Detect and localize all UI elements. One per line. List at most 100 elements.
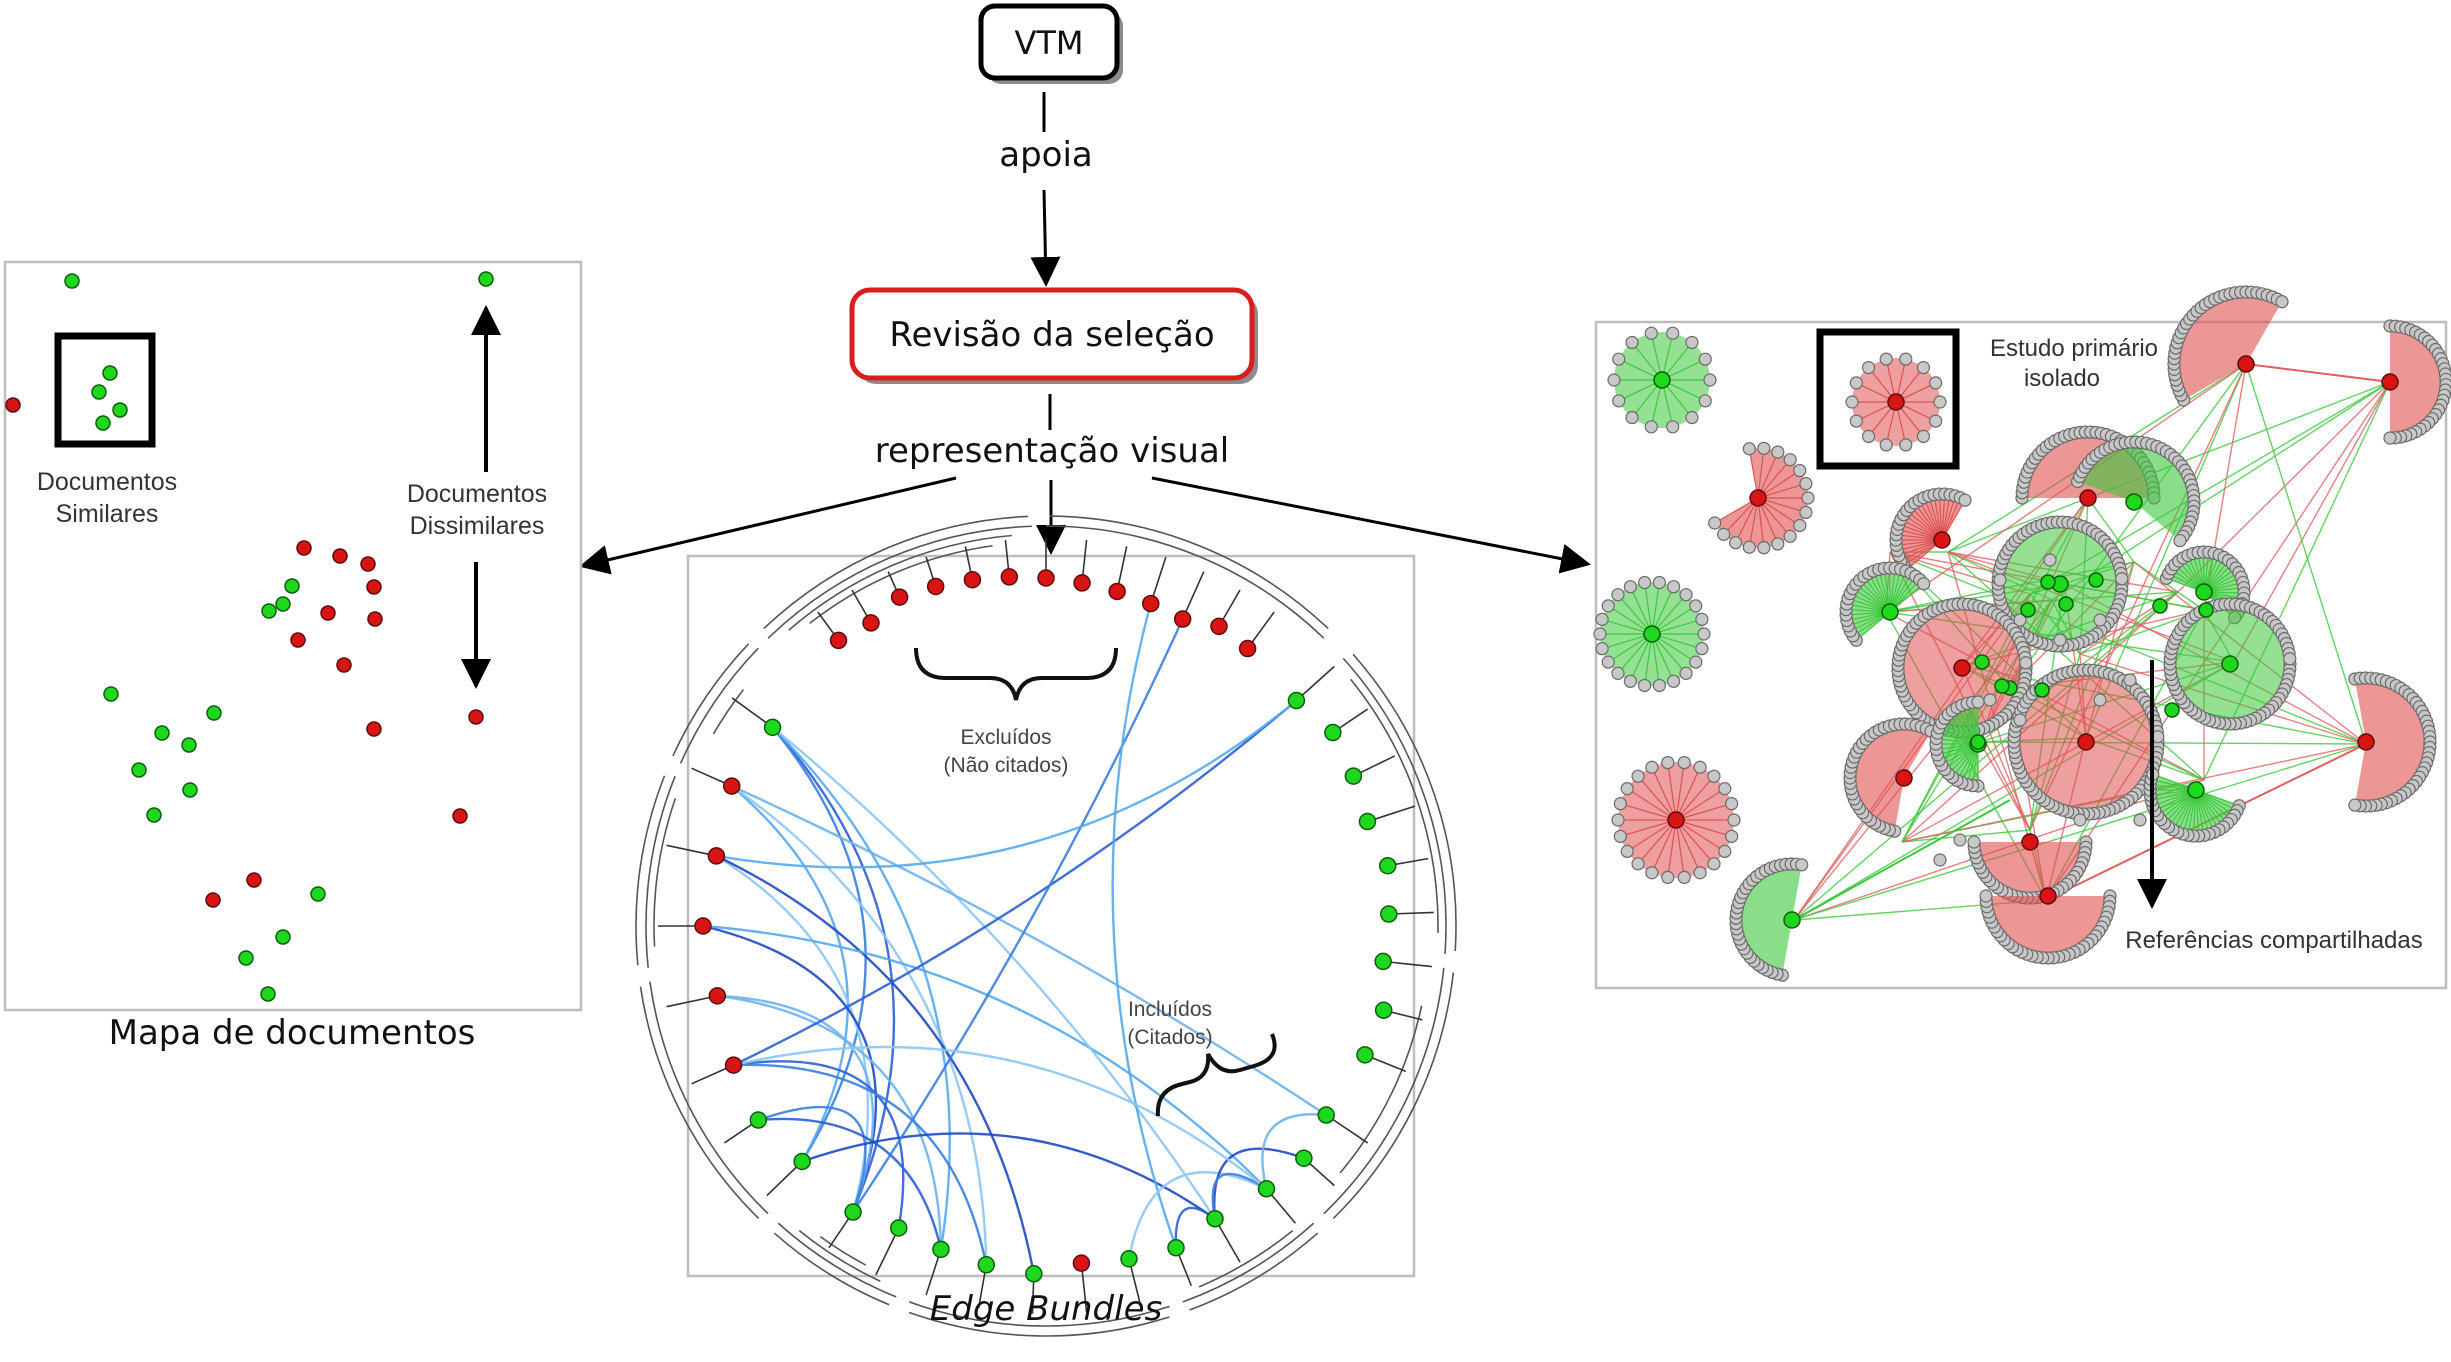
hierarchy-arc — [649, 981, 769, 1215]
included-doc-node — [932, 1240, 950, 1259]
hierarchy-arc — [679, 647, 759, 764]
bundle-edge — [733, 1045, 1268, 1190]
included-doc-point — [91, 384, 107, 400]
included-doc-node — [1206, 1209, 1224, 1228]
shared-reference-link — [1979, 741, 2031, 831]
isolated-cluster-red-reference-node — [1613, 829, 1627, 843]
isolated-cluster-green-hub — [1653, 371, 1671, 389]
excluded-doc-point — [360, 556, 376, 572]
isolated-cluster-red-reference-node — [1677, 870, 1691, 885]
dense-cluster-hub — [1881, 603, 1899, 621]
dense-cluster-hub — [2125, 493, 2143, 511]
isolated-cluster-green-reference-node — [1611, 588, 1625, 602]
node-vtm: VTM — [978, 3, 1123, 84]
hierarchy-arc — [763, 515, 1029, 630]
included-doc-point — [131, 762, 147, 778]
included-doc-node — [1257, 1180, 1276, 1198]
included-doc-point — [284, 578, 300, 594]
isolated-cluster-red-reference-node — [1718, 844, 1732, 858]
dense-cluster-hub — [2381, 373, 2399, 391]
isolated-cluster-green-reference-node — [1593, 627, 1607, 641]
dense-cluster-hub — [2187, 781, 2205, 799]
excluded-doc-node — [722, 777, 741, 795]
isolated-cluster-red-reference-node — [1728, 536, 1743, 550]
included-doc-node — [1025, 1265, 1043, 1283]
dense-cluster-reference-node — [2019, 656, 2033, 670]
excluded-doc-point — [5, 397, 21, 413]
bundle-edge — [731, 785, 988, 1265]
included-doc-node — [1167, 1238, 1185, 1257]
bundle-edge — [771, 726, 1217, 1220]
dense-cluster-hub — [2021, 833, 2039, 851]
bundle-edge — [733, 699, 1298, 1067]
dense-cluster-hub — [2195, 583, 2213, 601]
bundle-edge — [702, 924, 1268, 1190]
shared-reference-link — [1793, 591, 2179, 921]
bundle-edge — [1211, 1172, 1268, 1219]
isolated-cluster-green-reference-node — [1697, 627, 1711, 641]
isolated-cluster-red-spoke — [1675, 775, 1715, 821]
isolated-cluster-red-reference-node — [1793, 518, 1807, 533]
panel-mapa: Documentos Similares Documentos Dissimil… — [3, 260, 583, 1012]
isolated-cluster-green-reference-node — [1695, 612, 1709, 626]
isolated-cluster-red-boxed-reference-node — [1899, 438, 1913, 452]
isolated-cluster-red-spoke — [1675, 819, 1701, 874]
included-label-line2: (Citados) — [1127, 1026, 1212, 1049]
included-study-node — [1994, 678, 2010, 694]
similar-label-line2: Similares — [56, 500, 159, 528]
isolated-cluster-green-reference-node — [1652, 678, 1667, 693]
included-doc-point — [275, 929, 291, 945]
isolated-cluster-green-reference-node — [1698, 352, 1712, 366]
included-study-node — [2058, 596, 2074, 612]
hierarchy-arc — [672, 643, 750, 757]
isolated-cluster-red-hub — [1749, 489, 1767, 507]
isolated-cluster-red-reference-node — [1799, 505, 1813, 519]
shared-reference-node — [2093, 613, 2107, 627]
isolated-cluster-red-reference-node — [1631, 769, 1645, 783]
dense-cluster-wedge — [1849, 724, 1931, 832]
excluded-doc-point — [296, 540, 312, 556]
bundle-edge — [852, 618, 1184, 1213]
hierarchy-arc — [1332, 972, 1455, 1220]
excluded-doc-node — [707, 847, 726, 865]
isolated-cluster-red-spoke — [1667, 762, 1677, 821]
excluded-label-line1: Excluídos — [960, 726, 1051, 749]
dense-cluster-hub — [1895, 769, 1913, 787]
dense-cluster-reference-node — [1917, 577, 1931, 591]
isolated-cluster-green-reference-node — [1689, 599, 1703, 613]
hierarchy-arcs — [635, 515, 1457, 1337]
included-study-node — [2088, 572, 2104, 588]
isolated-cluster-green-hub — [1643, 625, 1661, 643]
excluded-doc-point — [246, 872, 262, 888]
isolated-cluster-red-spoke — [1620, 819, 1677, 837]
hierarchy-arc — [1352, 653, 1457, 952]
excluded-doc-point — [290, 632, 306, 648]
isolated-cluster-green-reference-node — [1623, 674, 1637, 688]
included-doc-node — [1358, 812, 1377, 831]
hierarchy-arc — [1045, 525, 1325, 639]
hierarchy-arc — [635, 775, 666, 966]
included-doc-node — [1287, 691, 1306, 710]
included-doc-point — [310, 886, 326, 902]
dense-cluster-reference-node — [2173, 533, 2187, 548]
isolated-cluster-red-reference-node — [1631, 857, 1645, 871]
isolated-cluster-green-reference-node — [1607, 373, 1621, 387]
included-study-node — [1970, 734, 1986, 750]
isolated-cluster-red-spoke — [1675, 819, 1732, 837]
included-doc-point — [261, 603, 277, 619]
included-doc-node — [889, 1219, 908, 1237]
shared-reference-node — [2123, 673, 2137, 687]
isolated-cluster-red-reference-node — [1742, 540, 1756, 554]
included-doc-point — [182, 782, 198, 798]
isolated-cluster-red-boxed-reference-node — [1916, 429, 1931, 444]
isolated-label-line1: Estudo primário — [1990, 335, 2158, 362]
bundle-edge — [715, 854, 1036, 1275]
node-revisao: Revisão da seleção — [849, 287, 1258, 384]
included-doc-node — [977, 1256, 996, 1274]
isolated-cluster-red-reference-node — [1693, 760, 1707, 774]
isolated-cluster-green-reference-node — [1644, 420, 1658, 434]
dense-cluster-reference-node — [1958, 493, 1972, 507]
shared-reference-link — [1793, 743, 2367, 921]
excluded-doc-node — [926, 577, 945, 596]
included-study-node — [2020, 602, 2036, 618]
